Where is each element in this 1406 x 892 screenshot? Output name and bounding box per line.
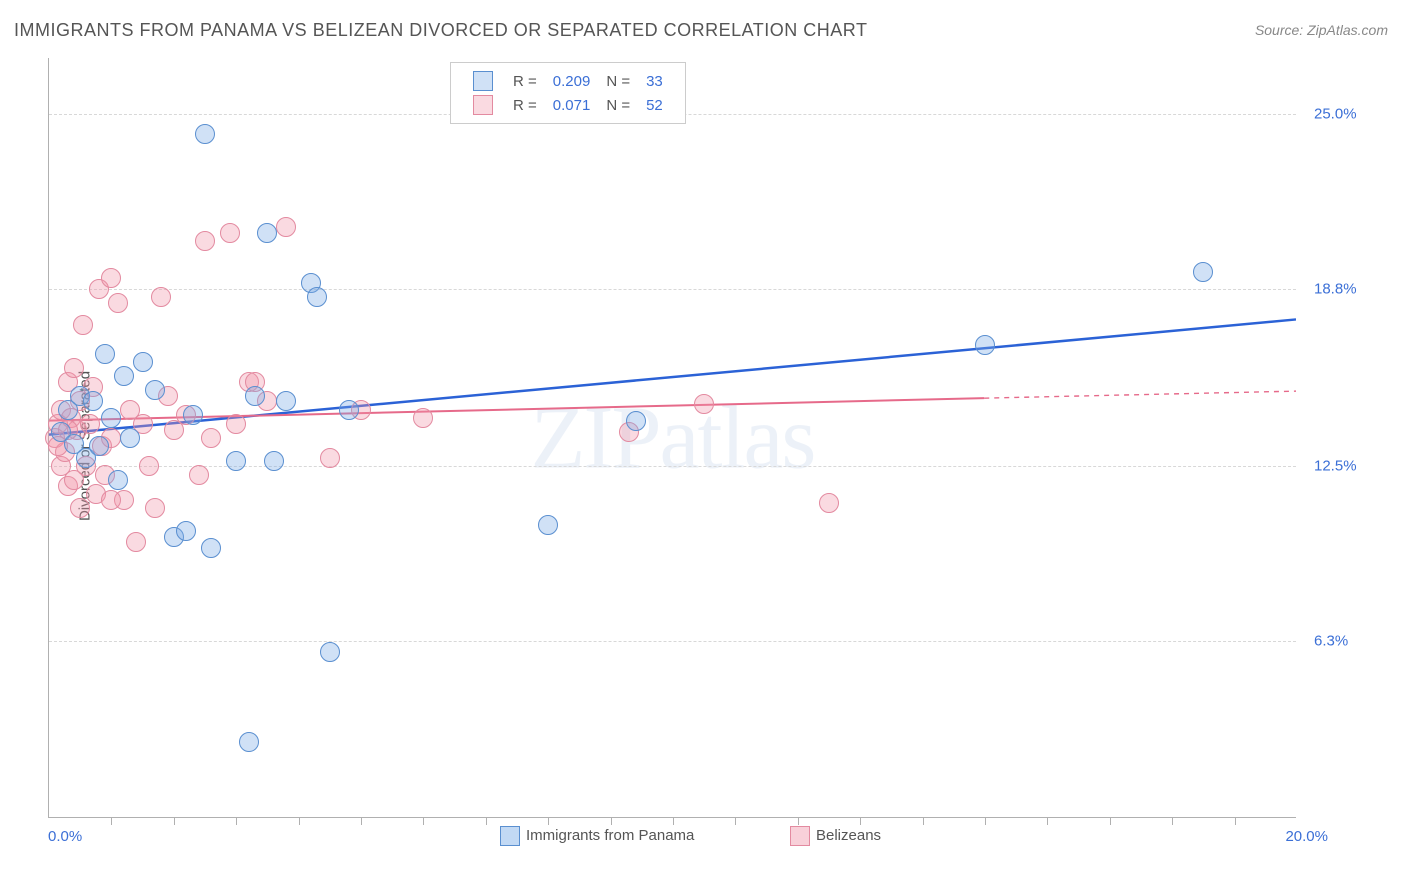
data-point-panama (626, 411, 646, 431)
data-point-panama (176, 521, 196, 541)
series-label-belize: Belizeans (816, 827, 881, 844)
data-point-belize (201, 428, 221, 448)
data-point-belize (226, 414, 246, 434)
x-tick (486, 817, 487, 825)
data-point-belize (126, 532, 146, 552)
data-point-panama (183, 405, 203, 425)
x-tick (111, 817, 112, 825)
n-value-panama: 33 (638, 69, 671, 93)
x-tick (611, 817, 612, 825)
gridline (49, 289, 1296, 290)
y-tick-label: 18.8% (1314, 280, 1357, 297)
legend-row-panama: R = 0.209 N = 33 (465, 69, 671, 93)
trend-lines-layer (49, 58, 1296, 817)
data-point-belize (413, 408, 433, 428)
data-point-belize (819, 493, 839, 513)
legend-row-belize: R = 0.071 N = 52 (465, 93, 671, 117)
data-point-belize (139, 456, 159, 476)
data-point-panama (83, 391, 103, 411)
n-label: N = (598, 69, 638, 93)
swatch-belize (790, 826, 810, 846)
data-point-belize (320, 448, 340, 468)
data-point-panama (195, 124, 215, 144)
x-axis-min-label: 0.0% (48, 828, 82, 845)
data-point-panama (226, 451, 246, 471)
data-point-panama (120, 428, 140, 448)
data-point-panama (201, 538, 221, 558)
r-value-panama: 0.209 (545, 69, 599, 93)
data-point-panama (264, 451, 284, 471)
data-point-belize (195, 231, 215, 251)
series-legend-panama: Immigrants from Panama (500, 826, 694, 846)
watermark-text: ZIPatlas (531, 386, 815, 489)
gridline (49, 641, 1296, 642)
x-tick (735, 817, 736, 825)
data-point-belize (80, 414, 100, 434)
data-point-belize (101, 268, 121, 288)
n-label: N = (598, 93, 638, 117)
data-point-belize (70, 498, 90, 518)
data-point-panama (257, 223, 277, 243)
data-point-panama (245, 386, 265, 406)
data-point-belize (189, 465, 209, 485)
r-label: R = (505, 69, 545, 93)
x-tick (923, 817, 924, 825)
data-point-panama (975, 335, 995, 355)
y-tick-label: 6.3% (1314, 632, 1348, 649)
data-point-panama (114, 366, 134, 386)
data-point-belize (220, 223, 240, 243)
data-point-panama (133, 352, 153, 372)
y-tick-label: 12.5% (1314, 458, 1357, 475)
x-tick (548, 817, 549, 825)
r-label: R = (505, 93, 545, 117)
x-tick (1235, 817, 1236, 825)
data-point-belize (101, 490, 121, 510)
data-point-belize (64, 358, 84, 378)
series-label-panama: Immigrants from Panama (526, 827, 694, 844)
data-point-panama (89, 436, 109, 456)
correlation-legend: R = 0.209 N = 33 R = 0.071 N = 52 (450, 62, 686, 124)
x-tick (673, 817, 674, 825)
data-point-panama (320, 642, 340, 662)
x-tick (1047, 817, 1048, 825)
swatch-panama (500, 826, 520, 846)
data-point-belize (151, 287, 171, 307)
scatter-plot-area: ZIPatlas (48, 58, 1296, 818)
series-legend-belize: Belizeans (790, 826, 881, 846)
data-point-panama (145, 380, 165, 400)
x-tick (361, 817, 362, 825)
x-tick (299, 817, 300, 825)
trend-line-dash-belize (984, 391, 1296, 398)
data-point-belize (145, 498, 165, 518)
x-tick (1110, 817, 1111, 825)
x-tick (423, 817, 424, 825)
data-point-belize (694, 394, 714, 414)
data-point-panama (1193, 262, 1213, 282)
x-tick (798, 817, 799, 825)
data-point-panama (339, 400, 359, 420)
n-value-belize: 52 (638, 93, 671, 117)
r-value-belize: 0.071 (545, 93, 599, 117)
x-tick (174, 817, 175, 825)
data-point-belize (108, 293, 128, 313)
data-point-panama (307, 287, 327, 307)
x-tick (860, 817, 861, 825)
swatch-belize (473, 95, 493, 115)
source-attribution: Source: ZipAtlas.com (1255, 22, 1388, 38)
x-tick (236, 817, 237, 825)
data-point-panama (108, 470, 128, 490)
chart-title: IMMIGRANTS FROM PANAMA VS BELIZEAN DIVOR… (14, 20, 867, 41)
x-tick (985, 817, 986, 825)
data-point-panama (276, 391, 296, 411)
x-tick (1172, 817, 1173, 825)
data-point-panama (101, 408, 121, 428)
data-point-panama (538, 515, 558, 535)
swatch-panama (473, 71, 493, 91)
y-tick-label: 25.0% (1314, 106, 1357, 123)
data-point-belize (73, 315, 93, 335)
data-point-belize (276, 217, 296, 237)
x-axis-max-label: 20.0% (1285, 828, 1328, 845)
data-point-panama (239, 732, 259, 752)
data-point-panama (95, 344, 115, 364)
